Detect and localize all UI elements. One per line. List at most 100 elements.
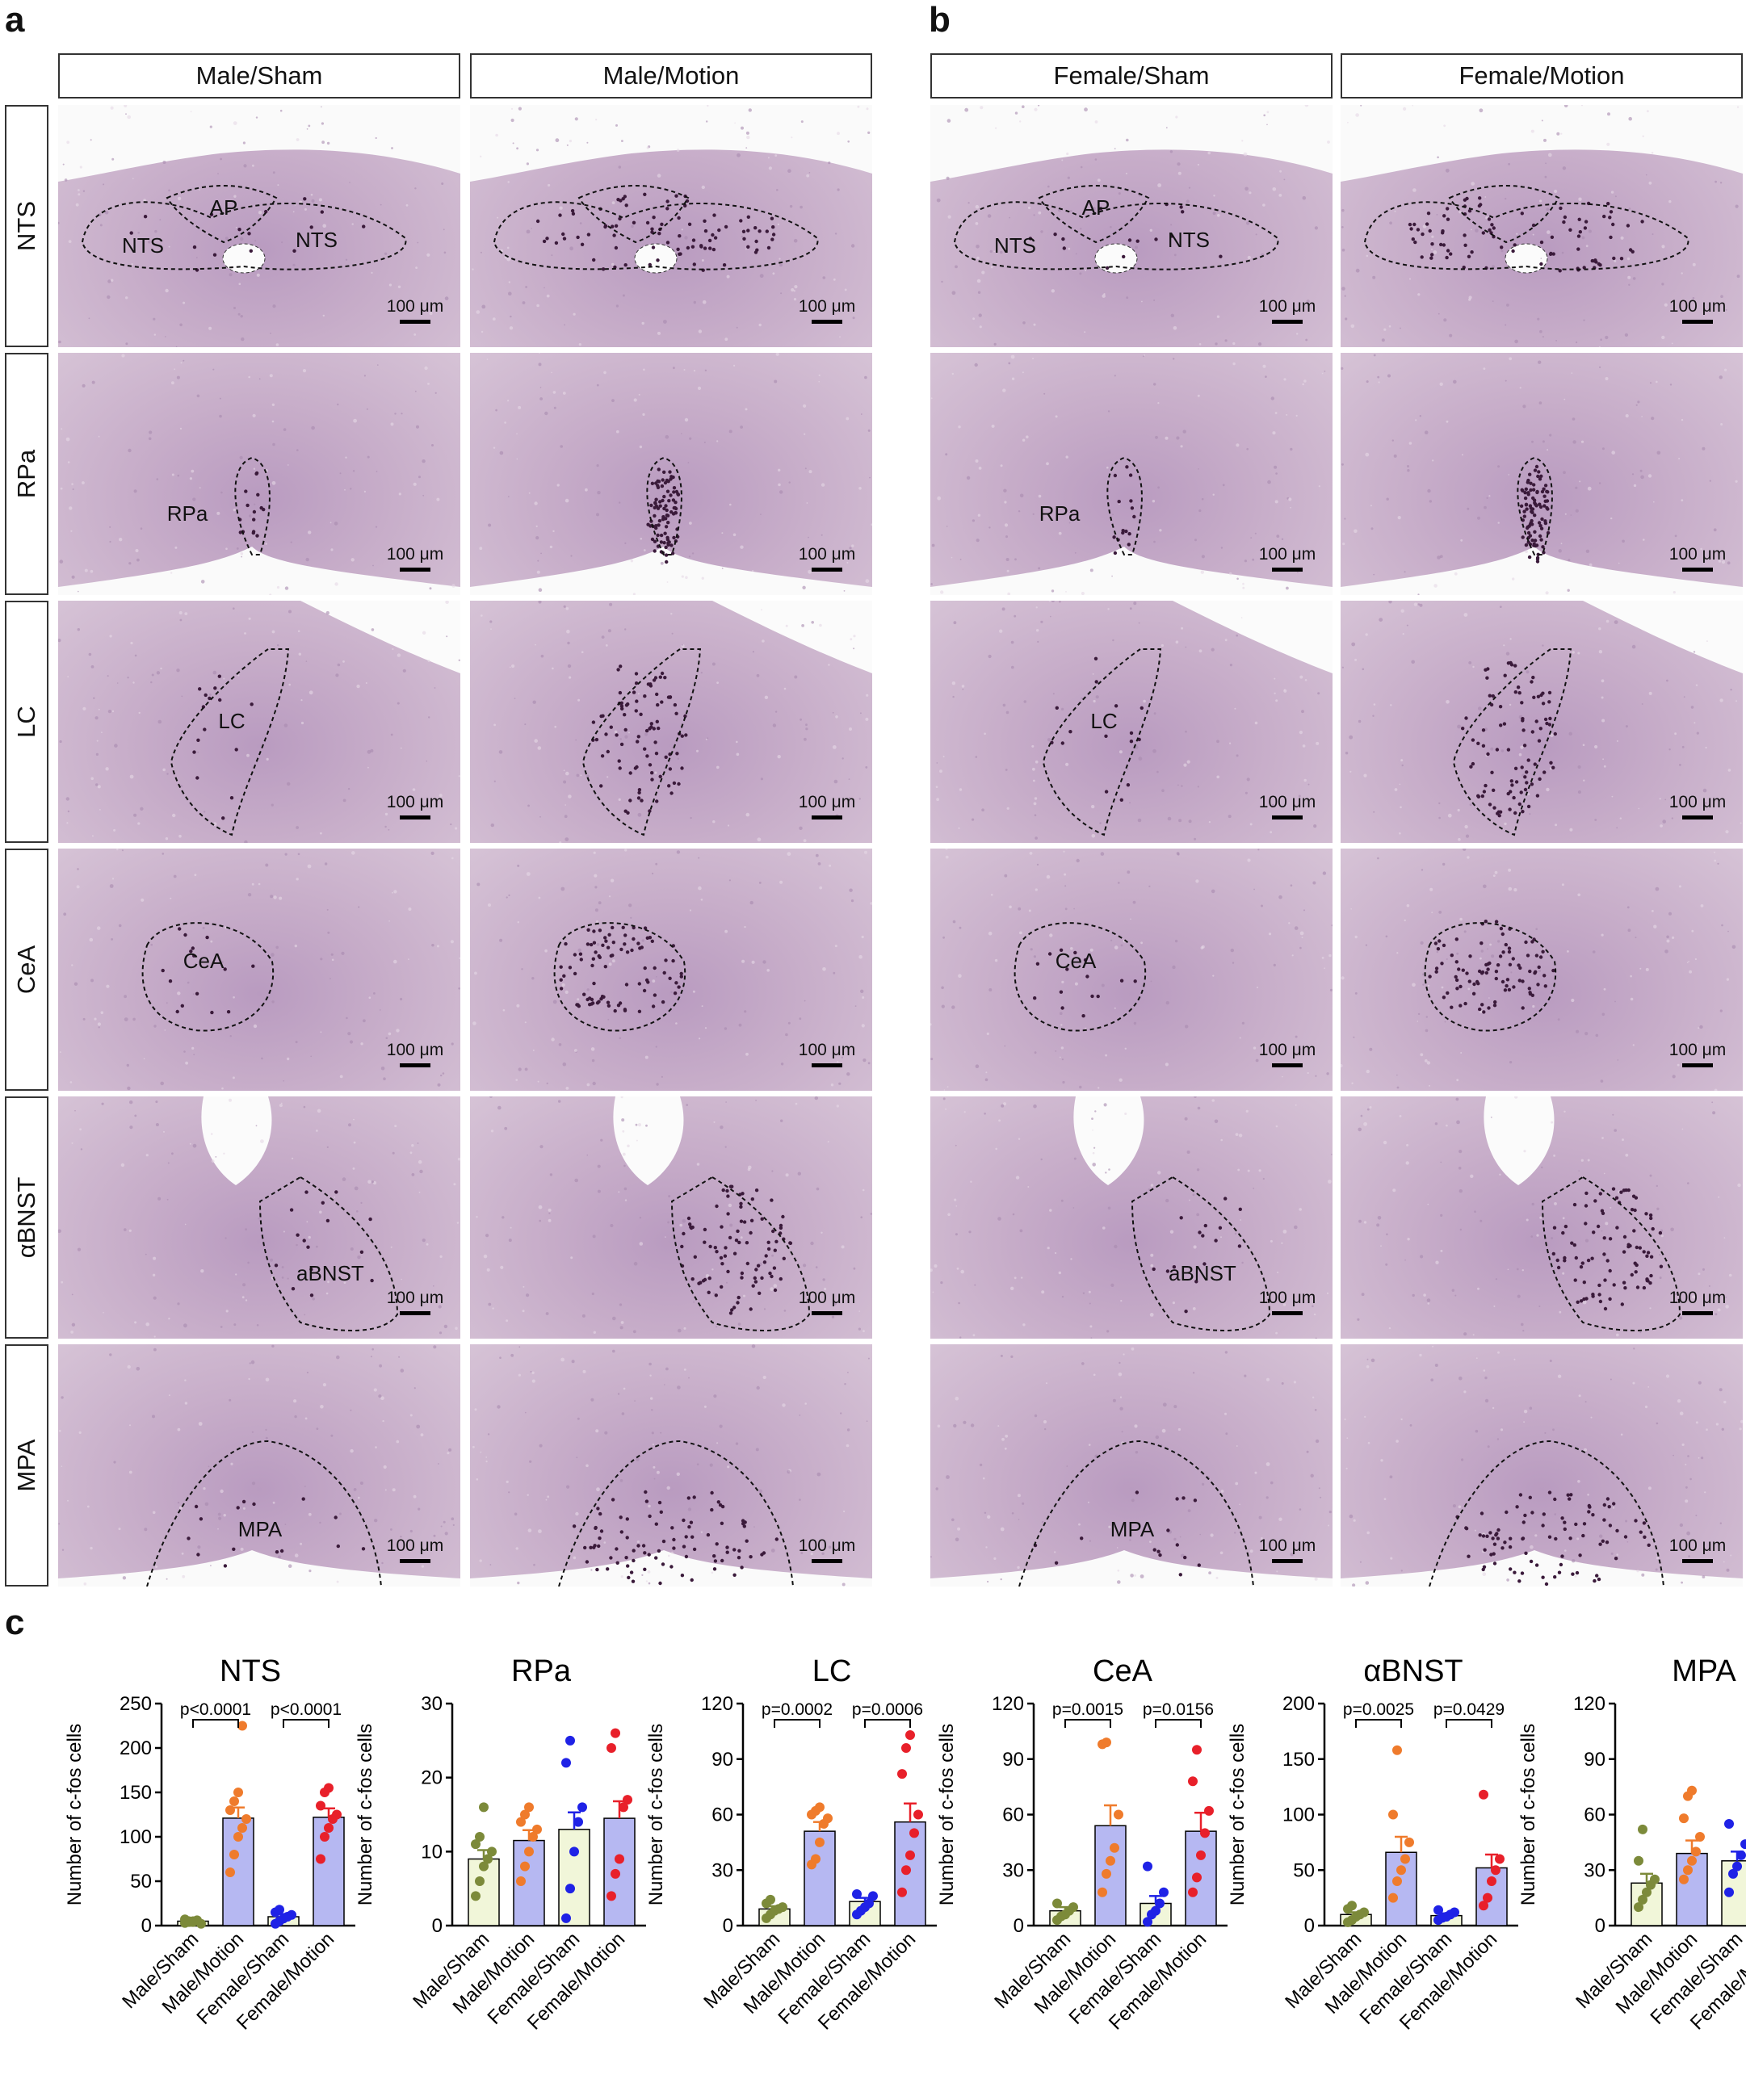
data-point (1404, 1837, 1414, 1847)
data-point (516, 1876, 526, 1886)
scale-bar-label: 100 μm (386, 1041, 444, 1059)
scale-bar-label: 100 μm (1668, 1536, 1727, 1555)
y-tick-label: 30 (1584, 1859, 1605, 1881)
scale-bar: 100 μm (1665, 1041, 1730, 1067)
data-point (1728, 1868, 1738, 1879)
y-tick-label: 250 (120, 1693, 152, 1715)
data-point (1634, 1855, 1643, 1866)
bar-3 (313, 1817, 345, 1926)
data-point (1433, 1905, 1443, 1915)
y-tick-label: 150 (1282, 1749, 1315, 1771)
scale-bar-label: 100 μm (798, 1536, 856, 1555)
scale-bar: 100 μm (795, 1289, 859, 1315)
data-point (864, 1898, 874, 1909)
data-point (1159, 1887, 1169, 1897)
scale-bar-line (812, 320, 842, 324)
scale-bar-line (812, 568, 842, 572)
data-point (766, 1894, 775, 1905)
micrograph-nts-female-sham: AP NTS NTS 100 μm (930, 105, 1333, 347)
micrograph-mpa-female-motion: 100 μm (1341, 1344, 1743, 1587)
y-tick-label: 120 (992, 1693, 1024, 1715)
column-header-male-motion: Male/Motion (470, 53, 872, 99)
micrograph-lc-male-motion: 100 μm (470, 601, 872, 843)
data-point (1188, 1776, 1198, 1787)
scale-bar: 100 μm (1255, 1536, 1320, 1563)
data-point (909, 1828, 919, 1838)
significance-bracket (864, 1719, 911, 1728)
data-point (1196, 1850, 1206, 1860)
data-point (287, 1909, 296, 1920)
scale-bar-label: 100 μm (1258, 1041, 1316, 1059)
scale-bar: 100 μm (795, 1041, 859, 1067)
data-point (1495, 1854, 1505, 1864)
scale-bar-line (400, 1559, 430, 1563)
significance-bracket (192, 1719, 239, 1728)
data-point (1650, 1874, 1660, 1884)
significance-bracket (1155, 1719, 1202, 1728)
p-value-label: p=0.0156 (1143, 1700, 1214, 1719)
region-label: aBNST (296, 1261, 364, 1285)
micrograph-cea-male-motion: 100 μm (470, 849, 872, 1091)
bar-2 (558, 1829, 590, 1926)
data-point (475, 1876, 485, 1886)
scale-bar: 100 μm (383, 297, 447, 324)
scale-bar-line (812, 815, 842, 819)
data-point (532, 1824, 542, 1834)
data-point (1634, 1902, 1643, 1913)
panel-letter-b: b (929, 0, 951, 40)
chart-abnst: αBNST Number of c-fos cells 0 50 100 150 200 Ma… (1183, 1639, 1518, 2095)
scale-bar-label: 100 μm (1258, 1536, 1316, 1555)
data-point (1200, 1828, 1210, 1838)
scale-bar-label: 100 μm (1668, 1041, 1727, 1059)
significance-bracket (1446, 1719, 1492, 1728)
data-point (471, 1839, 481, 1850)
data-point (615, 1854, 624, 1864)
y-axis-label: Number of c-fos cells (64, 1724, 86, 1905)
data-point (528, 1832, 538, 1842)
data-point (233, 1832, 243, 1842)
micrograph-nts-male-motion: 100 μm (470, 105, 872, 347)
bar-3 (894, 1821, 926, 1926)
data-point (316, 1854, 325, 1864)
data-point (1114, 1809, 1123, 1820)
data-point (1143, 1917, 1152, 1927)
data-point (606, 1743, 616, 1753)
y-tick-label: 60 (1002, 1804, 1024, 1826)
scale-bar-line (400, 320, 430, 324)
chart-title: αBNST (1363, 1654, 1463, 1688)
region-label: MPA (1110, 1517, 1155, 1541)
scale-bar: 100 μm (383, 1041, 447, 1067)
scale-bar-label: 100 μm (1668, 297, 1727, 316)
region-label: CeA (183, 949, 225, 973)
data-point (1098, 1887, 1107, 1897)
y-axis-label: Number of c-fos cells (1227, 1724, 1249, 1905)
data-point (573, 1817, 583, 1827)
data-point (852, 1889, 862, 1900)
chart-title: NTS (220, 1654, 281, 1688)
scale-bar: 100 μm (1255, 1041, 1320, 1067)
region-label: aBNST (1169, 1261, 1236, 1285)
micrograph-mpa-male-motion: 100 μm (470, 1344, 872, 1587)
chart-title: CeA (1093, 1654, 1153, 1688)
scale-bar: 100 μm (1665, 545, 1730, 572)
micrograph-abnst-female-motion: 100 μm (1341, 1096, 1743, 1339)
significance-bracket (283, 1719, 329, 1728)
scale-bar-label: 100 μm (1668, 1289, 1727, 1307)
micrograph-rpa-female-motion: 100 μm (1341, 353, 1743, 595)
column-header-male-sham: Male/Sham (58, 53, 460, 99)
micrograph-cea-female-motion: 100 μm (1341, 849, 1743, 1091)
data-point (623, 1795, 632, 1805)
scale-bar-line (812, 1559, 842, 1563)
scale-bar-label: 100 μm (798, 1041, 856, 1059)
data-point (316, 1800, 325, 1811)
scale-bar-line (1682, 1559, 1713, 1563)
data-point (897, 1887, 907, 1897)
micrograph-rpa-female-sham: RPa 100 μm (930, 353, 1333, 595)
data-point (1155, 1898, 1165, 1909)
data-point (1491, 1865, 1500, 1876)
data-point (237, 1823, 247, 1833)
y-tick-label: 0 (141, 1915, 152, 1937)
chart-mpa: MPA Number of c-fos cells 0 30 60 90 120 Male/S… (1474, 1639, 1746, 2095)
data-point (1388, 1809, 1398, 1820)
region-label: RPa (166, 501, 208, 526)
